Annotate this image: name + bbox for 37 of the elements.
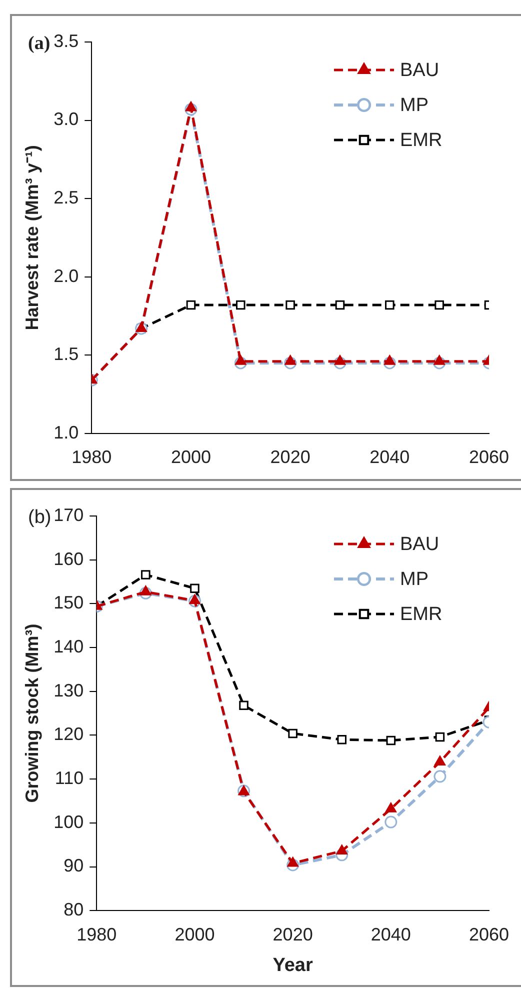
- x-tick-label: 2040: [370, 447, 410, 468]
- text: (a): [28, 32, 50, 54]
- y-tick-label: 3.5: [54, 30, 79, 51]
- legend-label: BAU: [400, 534, 440, 556]
- legend-label: MP: [400, 569, 428, 590]
- y-tick-label: 90: [64, 856, 84, 876]
- text: (b): [28, 507, 52, 528]
- x-axis-title: Year: [272, 954, 314, 976]
- x-tick-label: 2040: [370, 924, 411, 944]
- y-axis-title: Growing stock (Mm³): [22, 624, 42, 803]
- y-tick-label: 2.5: [54, 188, 79, 208]
- x-tick-label: 2020: [272, 924, 313, 944]
- y-tick-label: 3.0: [54, 109, 79, 130]
- legend-label: EMR: [400, 604, 442, 626]
- y-tick-label: 110: [54, 768, 84, 788]
- y-tick-label: 1.0: [54, 422, 79, 442]
- y-axis-title: Harvest rate (Mm³ y⁻¹): [22, 145, 42, 330]
- legend-label: BAU: [400, 60, 440, 82]
- x-tick-label: 2000: [170, 447, 211, 468]
- legend-label: MP: [400, 95, 428, 116]
- x-tick-label: 2060: [468, 447, 510, 468]
- y-tick-label: 100: [54, 812, 84, 832]
- x-tick-label: 1980: [72, 447, 112, 468]
- y-tick-label: 130: [54, 680, 84, 700]
- y-tick-label: 170: [54, 504, 84, 525]
- x-tick-label: 1980: [76, 924, 117, 944]
- x-tick-label: 2060: [468, 924, 510, 944]
- x-tick-label: 2020: [270, 447, 310, 468]
- y-tick-label: 2.0: [54, 266, 79, 286]
- y-tick-label: 120: [54, 724, 84, 744]
- y-tick-label: 150: [54, 592, 84, 613]
- y-tick-label: 160: [54, 548, 84, 569]
- legend-label: EMR: [400, 130, 442, 152]
- x-tick-label: 2000: [174, 924, 215, 944]
- y-tick-label: 1.5: [54, 344, 79, 364]
- y-tick-label: 140: [54, 636, 84, 656]
- y-tick-label: 80: [64, 900, 84, 920]
